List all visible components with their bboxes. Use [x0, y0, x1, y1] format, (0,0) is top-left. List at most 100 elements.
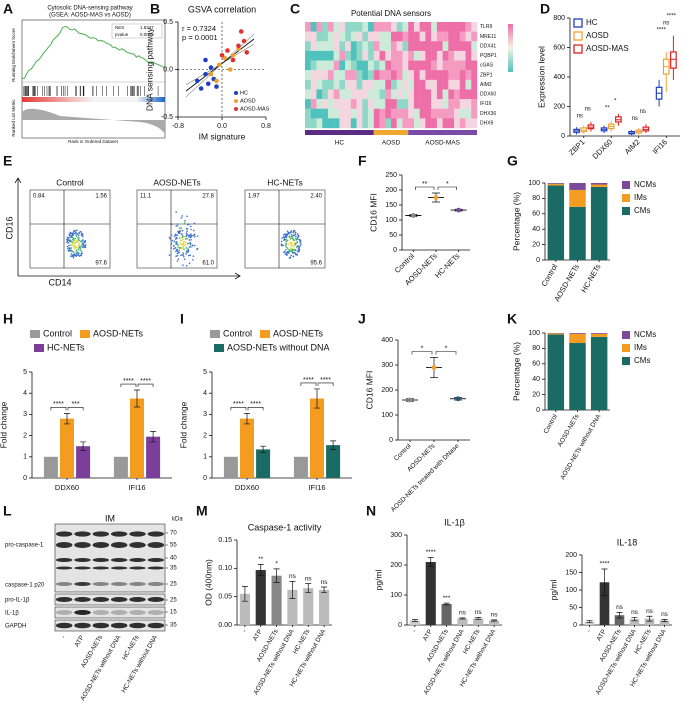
heatmap-cell	[454, 22, 460, 32]
heatmap-cell	[316, 41, 323, 52]
event	[295, 237, 297, 240]
event	[186, 230, 188, 233]
y-tick-label: 250	[385, 172, 397, 179]
heatmap-cell	[385, 89, 392, 100]
error-bar	[134, 389, 140, 408]
event	[192, 258, 194, 261]
group-bar	[408, 130, 477, 135]
bar	[256, 449, 271, 478]
y-tick-label: 400	[381, 337, 393, 344]
x-tick-label: DDX60	[55, 483, 79, 492]
heatmap-cell	[471, 79, 478, 90]
event	[180, 254, 182, 257]
event	[80, 254, 83, 257]
event	[78, 246, 81, 249]
band	[147, 542, 165, 548]
event	[296, 233, 299, 235]
heatmap-cell	[431, 108, 438, 119]
legend-swatch	[573, 18, 583, 28]
heatmap-cell	[396, 50, 403, 61]
heatmap-cell	[431, 79, 438, 90]
band	[110, 597, 128, 602]
y-tick-label: 0	[398, 622, 402, 629]
point	[225, 48, 230, 53]
heatmap-row-label: DHX36	[480, 111, 496, 117]
sig-label: ****	[426, 549, 437, 556]
heatmap-cell	[362, 41, 369, 52]
event	[74, 245, 77, 248]
event	[293, 245, 295, 248]
event	[78, 255, 81, 257]
event	[67, 239, 70, 242]
heatmap-cell	[402, 99, 409, 109]
bar	[409, 620, 420, 625]
heatmap-cell	[459, 60, 466, 71]
gsea-subtitle: (GSEA: AOSD-MAS vs AOSD)	[49, 13, 131, 19]
event	[292, 229, 295, 232]
sig-label: ns	[661, 611, 669, 618]
bar-segment	[590, 333, 608, 337]
event	[188, 262, 191, 265]
y-tick-label: 2	[23, 432, 27, 439]
heatmap-cell	[408, 60, 415, 71]
bar	[287, 589, 298, 625]
heatmap-cell	[419, 118, 426, 129]
event	[68, 244, 70, 247]
heatmap-cell	[442, 31, 449, 42]
heatmap-cell	[345, 41, 352, 52]
heatmap-cell	[419, 50, 426, 61]
heatmap-cell	[385, 108, 392, 119]
band	[55, 531, 73, 537]
heatmap-cell	[454, 79, 460, 90]
flow-title: Control	[56, 177, 84, 187]
event	[297, 236, 299, 238]
heatmap-cell	[425, 79, 432, 90]
heatmap-cell	[385, 99, 392, 109]
event	[189, 225, 192, 228]
heatmap-cell	[310, 118, 317, 129]
heatmap-cell	[402, 79, 409, 90]
band	[74, 622, 91, 629]
band	[110, 610, 128, 615]
heatmap-cell	[448, 108, 455, 119]
event	[194, 235, 196, 238]
heatmap-cell	[333, 50, 340, 61]
heatmap-cell	[465, 50, 472, 61]
bar-segment	[569, 343, 586, 410]
heatmap-cell	[454, 60, 460, 71]
bar-segment	[569, 189, 586, 207]
bar	[146, 436, 161, 478]
bar-segment	[547, 333, 565, 335]
y-axis-label: DNA sensing pathway	[144, 27, 154, 111]
heatmap-cell	[413, 70, 420, 81]
event	[284, 244, 287, 247]
legend-marker	[234, 99, 238, 103]
event	[291, 237, 294, 240]
heatmap-cell	[316, 79, 323, 90]
heatmap-cell	[379, 60, 386, 71]
event	[286, 251, 288, 254]
y-tick-label: 300	[381, 362, 393, 369]
heatmap-cell	[442, 89, 449, 100]
event	[295, 239, 298, 241]
heatmap-cell	[333, 108, 340, 119]
heatmap-cell	[310, 50, 317, 61]
heatmap-cell	[408, 31, 415, 42]
legend-swatch	[622, 181, 630, 189]
event	[78, 236, 80, 239]
sig-label: **	[605, 105, 610, 111]
event	[77, 248, 80, 251]
heatmap-cell	[442, 99, 449, 109]
heatmap-cell	[373, 89, 380, 100]
bar	[659, 620, 670, 625]
heatmap-cell	[339, 108, 346, 119]
heatmap-cell	[385, 60, 392, 71]
event	[290, 242, 292, 245]
heatmap-cell	[379, 70, 386, 81]
error-bar	[427, 557, 434, 567]
error-bar	[646, 615, 653, 622]
heatmap-cell	[339, 118, 346, 129]
x-tick-label: DDX60	[235, 483, 259, 492]
event	[76, 233, 79, 236]
heatmap-cell	[419, 22, 426, 32]
